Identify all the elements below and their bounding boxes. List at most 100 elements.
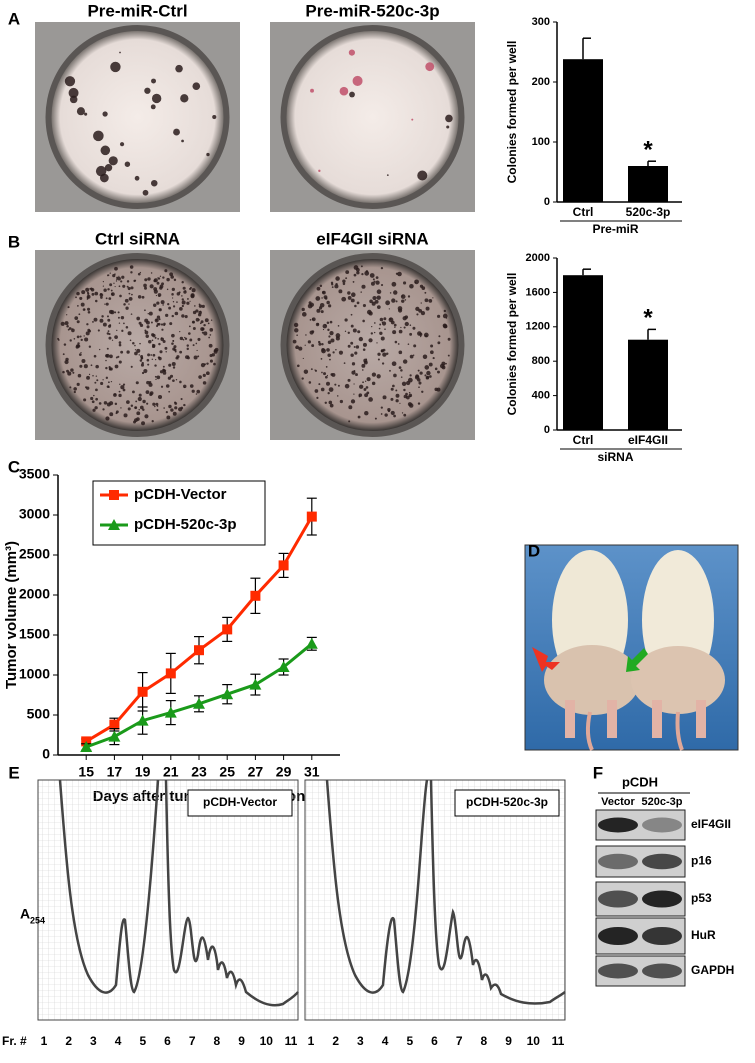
colony xyxy=(87,310,91,314)
colony xyxy=(124,161,131,167)
colony xyxy=(196,349,198,352)
colony xyxy=(118,393,122,398)
colony xyxy=(415,374,419,379)
colony xyxy=(162,276,165,279)
colony xyxy=(182,286,186,290)
colony xyxy=(210,319,213,321)
colony xyxy=(179,380,182,384)
colony xyxy=(352,75,363,86)
fraction-number: 4 xyxy=(115,1034,122,1048)
colony xyxy=(161,328,164,331)
colony xyxy=(295,345,299,350)
colony xyxy=(102,322,107,327)
colony xyxy=(404,299,407,301)
colony xyxy=(338,289,343,294)
colony xyxy=(397,271,402,277)
colony xyxy=(127,331,132,336)
colony xyxy=(347,378,351,382)
colony xyxy=(178,291,181,294)
colony xyxy=(70,368,74,372)
colony xyxy=(408,393,413,398)
group-label: Pre-miR xyxy=(592,222,638,236)
colony xyxy=(183,403,186,407)
colony xyxy=(380,336,385,341)
colony xyxy=(163,322,166,326)
colony xyxy=(118,343,122,347)
colony xyxy=(342,282,346,286)
bar xyxy=(563,275,603,430)
colony xyxy=(127,286,131,291)
colony xyxy=(400,294,406,299)
colony xyxy=(172,339,175,342)
colony xyxy=(428,299,433,303)
colony xyxy=(321,297,323,299)
colony xyxy=(154,364,157,367)
colony xyxy=(155,294,158,297)
colony xyxy=(388,308,390,310)
colony xyxy=(208,336,211,339)
colony xyxy=(148,340,152,344)
colony xyxy=(117,276,121,281)
blot-band xyxy=(642,963,682,979)
x-tick-label: eIF4GII xyxy=(628,433,668,447)
colony xyxy=(111,292,114,296)
colony xyxy=(355,345,360,349)
colony xyxy=(331,283,334,286)
y-tick-label: 100 xyxy=(532,136,550,148)
colony xyxy=(373,280,376,283)
plate-photo xyxy=(270,22,475,212)
colony xyxy=(154,336,157,339)
colony xyxy=(320,358,323,360)
colony xyxy=(155,359,157,361)
y-tick-label: 2000 xyxy=(526,252,550,264)
colony xyxy=(409,374,412,377)
profile-panel: pCDH-520c-3p xyxy=(304,779,566,1021)
colony xyxy=(109,412,114,417)
colony xyxy=(80,352,82,354)
colony xyxy=(66,314,68,316)
colony xyxy=(95,375,98,377)
colony xyxy=(57,337,60,340)
colony xyxy=(76,335,80,339)
profile-trace xyxy=(325,779,566,1005)
colony xyxy=(361,284,366,289)
y-tick-label: 2000 xyxy=(19,586,50,602)
colony xyxy=(317,323,319,325)
colony xyxy=(336,395,339,397)
colony xyxy=(337,325,340,327)
colony xyxy=(400,326,402,329)
colony xyxy=(142,189,149,196)
colony xyxy=(71,328,73,330)
colony xyxy=(108,386,110,388)
colony xyxy=(74,316,79,320)
colony xyxy=(350,353,354,357)
colony xyxy=(110,310,115,315)
y-tick-label: 3500 xyxy=(19,466,50,482)
colony xyxy=(181,300,186,305)
colony xyxy=(114,266,118,271)
colony xyxy=(153,287,158,291)
colony xyxy=(118,360,122,364)
colony xyxy=(151,344,156,349)
colony xyxy=(332,351,335,354)
colony xyxy=(79,296,83,300)
colony xyxy=(351,362,356,366)
colony xyxy=(137,272,141,276)
marker xyxy=(250,590,261,601)
colony xyxy=(147,363,150,366)
blot-band xyxy=(642,927,682,945)
colony xyxy=(188,325,191,328)
colony xyxy=(169,322,173,326)
colony xyxy=(156,281,160,285)
panel-label: E xyxy=(8,763,19,782)
colony xyxy=(321,371,323,374)
protein-label: p16 xyxy=(691,854,712,868)
colony xyxy=(184,336,186,339)
colony xyxy=(379,331,383,335)
colony xyxy=(326,300,330,305)
colony xyxy=(158,342,161,346)
colony xyxy=(172,379,175,383)
colony xyxy=(166,288,169,291)
colony xyxy=(328,400,333,405)
colony xyxy=(147,312,149,315)
